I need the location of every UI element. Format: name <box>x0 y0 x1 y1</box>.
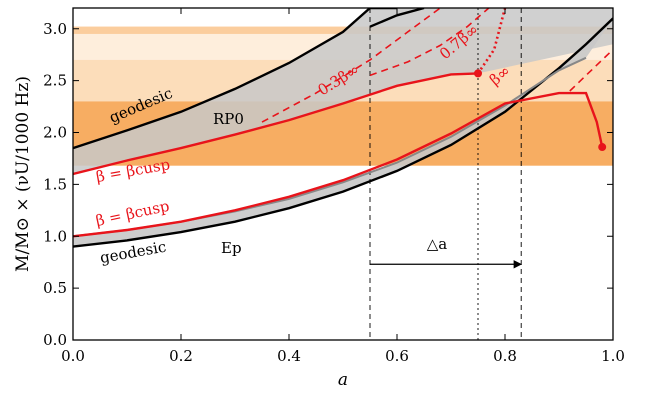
series-geodesic-lower <box>73 17 613 248</box>
x-tick-label-3: 0.6 <box>385 347 409 365</box>
marker-0 <box>474 69 482 78</box>
y-tick-label-3: 1.5 <box>43 175 67 193</box>
x-tick-label-1: 0.2 <box>169 347 193 365</box>
x-tick-label-4: 0.8 <box>493 347 517 365</box>
series-beta-cusp-lower <box>73 91 604 238</box>
y-tick-label-5: 2.5 <box>43 72 67 90</box>
y-tick-label-6: 3.0 <box>43 20 67 38</box>
plot-frame <box>72 7 614 341</box>
series-rp0-upper-bound <box>369 8 425 28</box>
marker-1 <box>598 143 607 152</box>
y-tick-label-0: 0.0 <box>43 331 67 349</box>
series-layer <box>73 8 613 248</box>
series-right-dashed <box>569 48 613 92</box>
annotation-rp0: RP0 <box>213 110 244 128</box>
axes: 0.0 0.2 0.4 0.6 0.8 1.0 0.0 0.5 1.0 1.5 2.0 2.5 3.0 <box>43 8 625 365</box>
y-axis-label: M/M⊙ × (νU/1000 Hz) <box>13 76 33 272</box>
x-tick-label-2: 0.4 <box>277 347 301 365</box>
x-tick-label-5: 1.0 <box>601 347 625 365</box>
series-geodesic-upper <box>73 8 397 150</box>
y-tick-label-4: 2.0 <box>43 124 67 142</box>
vertical-guide-lines <box>369 8 522 340</box>
series-beta-0.3-dashed <box>261 8 441 123</box>
markers-layer <box>474 69 607 152</box>
delta-a-label: △a <box>427 235 448 253</box>
series-beta-cusp-upper <box>73 72 479 176</box>
x-axis-label: a <box>338 370 348 390</box>
annotation-ep: Ep <box>221 239 242 257</box>
x-tick-label-0: 0.0 <box>61 347 85 365</box>
series-beta-0.7-dashed <box>369 8 490 77</box>
y-tick-label-1: 0.5 <box>43 279 67 297</box>
y-tick-label-2: 1.0 <box>43 227 67 245</box>
